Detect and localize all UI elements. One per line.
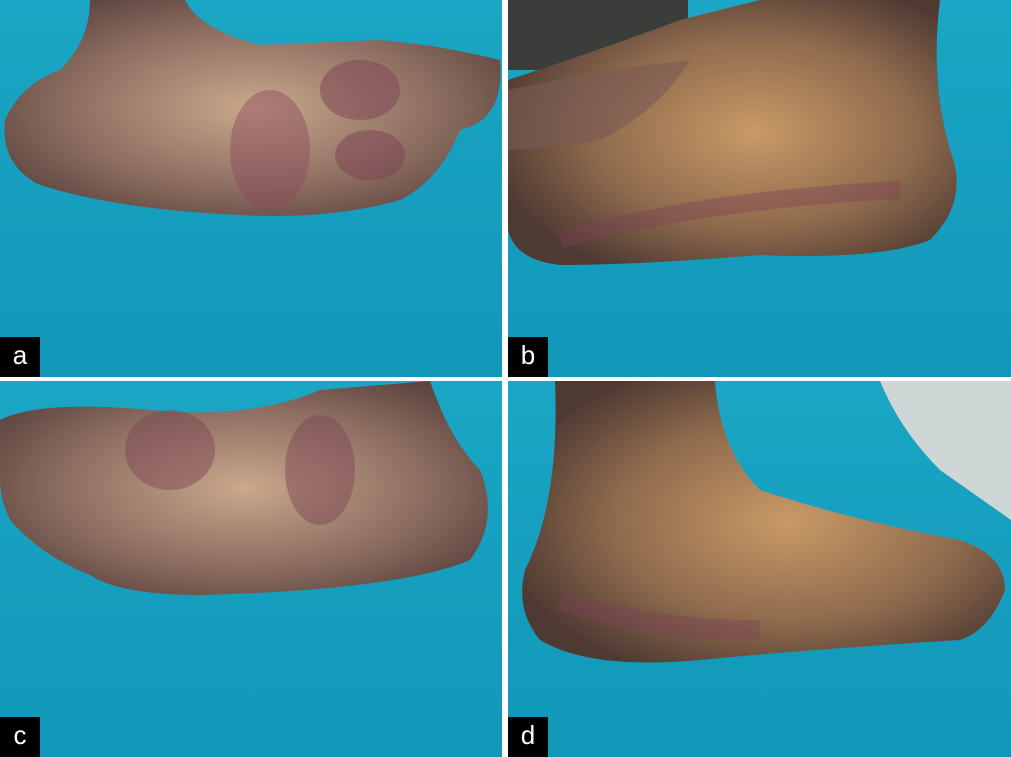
panel-d: d: [508, 381, 1011, 757]
lesion: [335, 130, 405, 180]
label-box: [0, 337, 40, 377]
label-box: [508, 337, 548, 377]
panel-label: b: [521, 340, 535, 370]
lesion: [230, 90, 310, 210]
foot: [522, 381, 1005, 663]
lesion: [125, 410, 215, 490]
lesion: [556, 590, 761, 640]
lesion: [557, 181, 901, 249]
panel-a: a: [0, 0, 502, 377]
photo-background: [880, 381, 1011, 520]
panel-label: a: [13, 340, 28, 370]
lesion: [285, 415, 355, 525]
panel-label: d: [521, 720, 535, 750]
foot: [508, 0, 957, 265]
label-box: [0, 717, 40, 757]
lesion: [320, 60, 400, 120]
foot: [508, 60, 690, 150]
foot: [0, 381, 488, 595]
label-box: [508, 717, 548, 757]
panel-c: c: [0, 381, 502, 757]
panel-label: c: [14, 720, 27, 750]
panel-b: b: [508, 0, 1011, 377]
